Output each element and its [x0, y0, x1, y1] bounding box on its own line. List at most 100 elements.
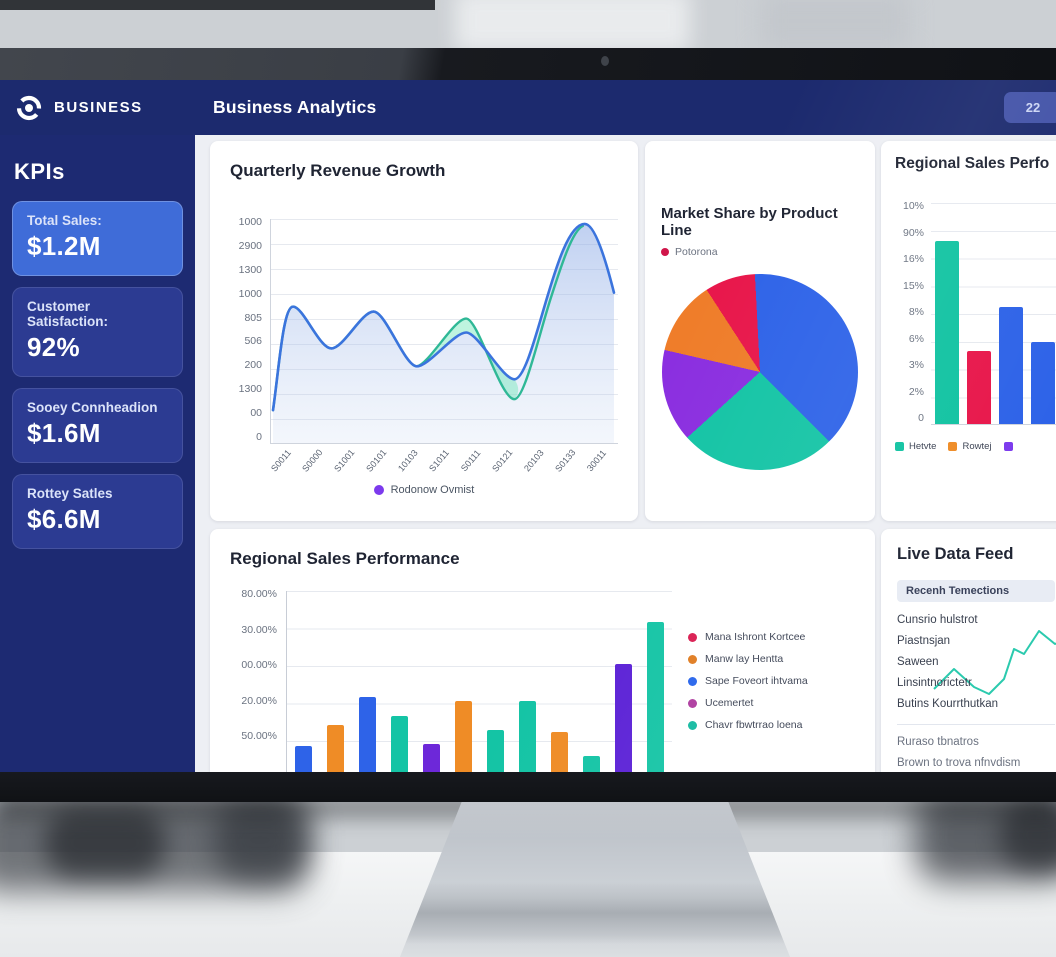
- legend-label: Hetvte: [909, 441, 937, 452]
- monitor-bezel-top: [0, 48, 1056, 80]
- chart-legend: Hetvte Rowtej: [895, 441, 1056, 452]
- feed-item[interactable]: Cunsrio hulstrot: [897, 614, 978, 626]
- tick-label: 16%: [902, 253, 924, 265]
- tick-label: 50.00%: [241, 730, 277, 742]
- bar: [327, 724, 344, 772]
- tick-label: 2%: [908, 385, 924, 398]
- bar: [967, 351, 991, 424]
- monitor-bezel-bottom: [0, 772, 1056, 802]
- feed-item[interactable]: Brown to trova nfnvdism: [897, 757, 1021, 769]
- app-header: BUSINESS Business Analytics 22: [0, 80, 1056, 135]
- bar: [391, 715, 408, 772]
- legend-swatch-icon: [895, 442, 904, 451]
- panel-title: Regional Sales Perfo: [895, 155, 1050, 172]
- legend-label: Rodonow Ovmist: [390, 484, 475, 496]
- series-gap-fill: [416, 318, 519, 400]
- tick-label: 506: [244, 335, 262, 348]
- panel-title: Market Share by Product Line: [661, 205, 838, 239]
- tick-label: 1000: [238, 216, 262, 228]
- bar: [519, 701, 536, 772]
- sidebar-heading: KPIs: [14, 159, 65, 184]
- panel-title: Live Data Feed: [897, 545, 1014, 563]
- bars: [935, 203, 1055, 424]
- legend-swatch-icon: [1003, 442, 1013, 451]
- background-dark-strip: [0, 0, 435, 10]
- feed-list: Cunsrio hulstrot Piastnsjan Saween Linsintn…: [897, 610, 1055, 715]
- bar-chart: 10% 90% 16% 15% 8% 6% 3% 2% 0: [895, 201, 1056, 425]
- kpi-card-fourth: Rottey Satles $6.6M: [12, 474, 183, 549]
- bar: [359, 696, 376, 772]
- kpi-value: 92%: [27, 332, 80, 362]
- feed-subheader: Recenh Temections: [897, 580, 1055, 602]
- feed-item[interactable]: Ruraso tbnatros: [897, 736, 979, 748]
- legend-swatch-icon: [373, 485, 384, 495]
- legend-item[interactable]: Hetvte: [895, 441, 936, 452]
- brand-logo-icon: [16, 95, 42, 120]
- panel-market-share: Market Share by Product Line Potorona: [645, 141, 875, 521]
- bar: [615, 663, 632, 772]
- background-blur-shape: [760, 0, 910, 50]
- feed-item[interactable]: Linsintnorictetr: [897, 677, 972, 689]
- legend-item[interactable]: Chavr fbwtrrao loena: [688, 719, 808, 731]
- legend-swatch-icon: [688, 698, 697, 708]
- feed-item[interactable]: Butins Kourrthutkan: [897, 698, 999, 710]
- sparkline-chart: [933, 630, 1056, 695]
- kpi-label: Customer Satisfaction:: [27, 299, 109, 329]
- tick-label: 00.00%: [241, 659, 277, 671]
- legend-item[interactable]: Mana Ishront Kortcee: [688, 631, 808, 643]
- background-blur-shape: [1000, 802, 1056, 868]
- legend-label: Chavr fbwtrrao loena: [705, 719, 803, 731]
- tick-label: 2900: [238, 239, 262, 252]
- line-chart-plot: [270, 219, 618, 444]
- webcam-icon: [601, 56, 609, 66]
- legend-item[interactable]: Rowtej: [948, 441, 992, 452]
- chart-legend[interactable]: Rodonow Ovmist: [230, 484, 618, 496]
- tick-label: 1000: [238, 287, 262, 300]
- stand-shading: [400, 800, 790, 957]
- bars: [295, 591, 664, 772]
- legend-item[interactable]: Manw lay Hentta: [688, 653, 808, 665]
- legend-item[interactable]: Sape Foveort ihtvama: [688, 675, 808, 687]
- legend-item[interactable]: [1003, 441, 1018, 452]
- tick-label: 200: [244, 359, 262, 372]
- kpi-label: Sooey Connheadion: [27, 400, 158, 415]
- feed-item[interactable]: Saween: [897, 656, 939, 668]
- tick-label: 15%: [902, 279, 924, 292]
- tick-label: 3%: [908, 359, 924, 371]
- bar: [999, 306, 1023, 424]
- legend-swatch-icon: [688, 676, 697, 686]
- background-blur-shape: [45, 810, 165, 876]
- chart-legend[interactable]: Potorona: [661, 246, 859, 258]
- bar: [647, 621, 664, 772]
- bar: [935, 240, 959, 424]
- chart-legend: Mana Ishront Kortcee Manw lay Hentta Sape …: [688, 631, 808, 772]
- legend-label: Rowtej: [962, 441, 992, 452]
- legend-swatch-icon: [948, 442, 958, 451]
- sidebar: KPIs Total Sales: $1.2M Customer Satisfa…: [0, 135, 195, 772]
- legend-label: Mana Ishront Kortcee: [705, 631, 806, 643]
- bar-chart: 80.00% 30.00% 00.00% 20.00% 50.00% Mana Ishr…: [230, 588, 855, 772]
- pie-chart: [662, 274, 858, 470]
- feed-item[interactable]: Piastnsjan: [897, 635, 951, 647]
- legend-swatch-icon: [661, 248, 669, 256]
- tick-label: 805: [244, 311, 262, 324]
- header-badge-button[interactable]: 22: [1004, 92, 1056, 123]
- bar: [1031, 342, 1055, 424]
- bar-chart-plot: [286, 591, 672, 772]
- tick-label: 20.00%: [241, 694, 277, 707]
- legend-label: Ucemertet: [705, 697, 754, 709]
- bar: [423, 743, 440, 772]
- tick-label: 8%: [908, 306, 924, 318]
- kpi-label: Rottey Satles: [27, 486, 113, 501]
- panel-quarterly-revenue: Quarterly Revenue Growth 1000 2900 1300 100…: [210, 141, 638, 521]
- monitor-stand: [400, 800, 790, 957]
- legend-swatch-icon: [688, 654, 697, 664]
- tick-label: 6%: [908, 332, 924, 345]
- panel-regional-mini: Regional Sales Perfo 10% 90% 16% 15% 8% 6% 3% 2…: [881, 141, 1056, 521]
- area-fill: [273, 223, 614, 443]
- tick-label: 80.00%: [241, 588, 277, 600]
- legend-item[interactable]: Ucemertet: [688, 697, 808, 709]
- kpi-card-total-sales: Total Sales: $1.2M: [12, 201, 183, 276]
- tick-label: 1300: [238, 263, 262, 276]
- kpi-value: $6.6M: [27, 504, 101, 534]
